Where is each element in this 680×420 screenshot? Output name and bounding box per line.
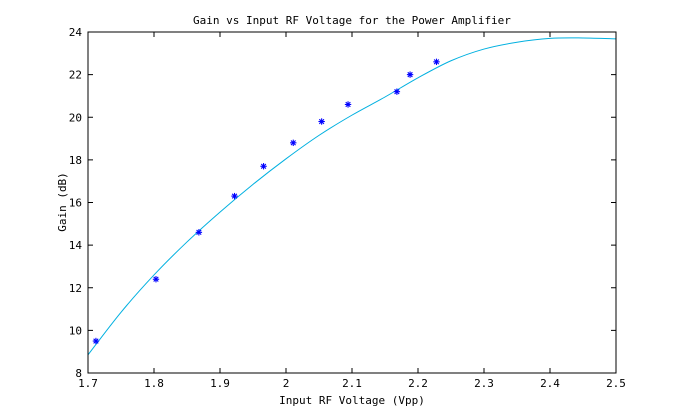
x-tick-label: 1.8 xyxy=(144,377,164,390)
data-point xyxy=(290,139,297,147)
x-tick-label: 2.3 xyxy=(474,377,494,390)
y-tick-label: 12 xyxy=(69,282,82,295)
data-point-stroke xyxy=(290,140,296,146)
data-point xyxy=(92,337,100,345)
data-point-stroke xyxy=(433,59,440,65)
y-tick-label: 20 xyxy=(69,111,82,124)
x-tick-label: 1.7 xyxy=(78,377,98,390)
data-point xyxy=(231,192,238,200)
data-point xyxy=(406,71,414,78)
y-tick-label: 24 xyxy=(69,26,83,39)
y-axis-label: Gain (dB) xyxy=(56,172,69,232)
x-tick-label: 2.4 xyxy=(540,377,560,390)
data-point-stroke xyxy=(260,163,267,169)
fit-curve-line xyxy=(87,37,617,356)
x-axis-label: Input RF Voltage (Vpp) xyxy=(279,394,425,407)
data-point-stroke xyxy=(196,229,202,236)
data-point xyxy=(393,88,401,95)
plot-area xyxy=(88,32,616,373)
y-tick-label: 14 xyxy=(69,239,83,252)
data-point-stroke xyxy=(407,71,413,78)
y-tick-label: 18 xyxy=(69,154,82,167)
data-point xyxy=(260,163,267,170)
x-tick-label: 2.1 xyxy=(342,377,362,390)
data-point xyxy=(195,229,203,236)
data-point-stroke xyxy=(231,193,238,199)
data-point xyxy=(433,58,440,66)
data-point xyxy=(152,276,160,283)
data-point-stroke xyxy=(93,338,99,344)
x-tick-label: 2.5 xyxy=(606,377,626,390)
data-point-stroke xyxy=(153,276,159,282)
data-point-stroke xyxy=(345,101,351,108)
chart-title: Gain vs Input RF Voltage for the Power A… xyxy=(193,14,511,27)
x-tick-label: 1.9 xyxy=(210,377,230,390)
data-point xyxy=(344,101,352,108)
data-point xyxy=(318,118,325,125)
y-tick-label: 8 xyxy=(75,367,82,380)
y-tick-label: 16 xyxy=(69,197,82,210)
y-tick-label: 10 xyxy=(69,324,82,337)
data-point-stroke xyxy=(394,88,400,95)
data-point-stroke xyxy=(318,118,325,125)
y-tick-label: 22 xyxy=(69,69,82,82)
x-tick-label: 2 xyxy=(283,377,290,390)
x-tick-label: 2.2 xyxy=(408,377,428,390)
